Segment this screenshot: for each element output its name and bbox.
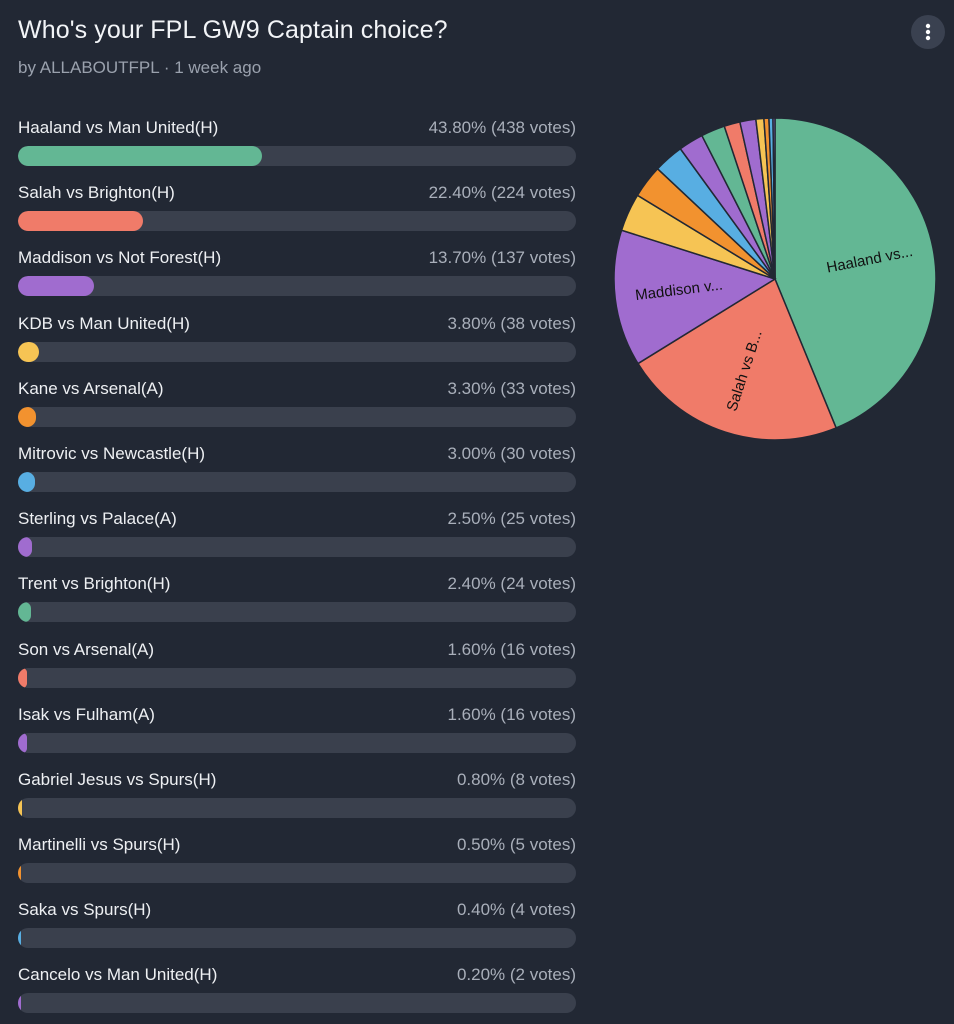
option-progress-track [18, 602, 576, 623]
option-progress-fill [18, 863, 21, 884]
option-progress-fill [18, 667, 27, 688]
option-progress-fill [18, 993, 21, 1014]
option-label: KDB vs Man United(H) [18, 313, 190, 333]
option-progress-fill [18, 602, 32, 623]
option-progress-track [18, 471, 576, 492]
option-progress-track [18, 341, 576, 362]
more-options-button[interactable] [911, 15, 945, 49]
option-header: Gabriel Jesus vs Spurs(H) 0.80% (8 votes) [18, 770, 576, 790]
poll-option[interactable]: Salah vs Brighton(H) 22.40% (224 votes) [18, 183, 576, 248]
option-header: Martinelli vs Spurs(H) 0.50% (5 votes) [18, 835, 576, 855]
option-result: 3.30% (33 votes) [447, 378, 576, 398]
option-result: 13.70% (137 votes) [428, 248, 576, 268]
option-label: Son vs Arsenal(A) [18, 639, 155, 659]
more-vertical-icon [925, 23, 931, 41]
option-progress-track [18, 797, 576, 818]
poll-options-list: Haaland vs Man United(H) 43.80% (438 vote… [18, 118, 576, 1024]
option-progress-track [18, 928, 576, 949]
poll-option[interactable]: Gabriel Jesus vs Spurs(H) 0.80% (8 votes) [18, 770, 576, 835]
option-progress-track [18, 732, 576, 753]
poll-option[interactable]: KDB vs Man United(H) 3.80% (38 votes) [18, 314, 576, 379]
option-label: Gabriel Jesus vs Spurs(H) [18, 769, 217, 789]
option-label: Kane vs Arsenal(A) [18, 378, 164, 398]
poll-option[interactable]: Maddison vs Not Forest(H) 13.70% (137 vot… [18, 248, 576, 313]
option-progress-track [18, 211, 576, 232]
option-label: Haaland vs Man United(H) [18, 118, 219, 137]
option-result: 22.40% (224 votes) [428, 183, 576, 203]
option-header: KDB vs Man United(H) 3.80% (38 votes) [18, 314, 576, 334]
option-result: 43.80% (438 votes) [428, 118, 576, 137]
pie-chart-svg: Haaland vs...Salah vs B...Maddison v... [613, 117, 937, 441]
poll-byline: by ALLABOUTFPL · 1 week ago [18, 58, 262, 77]
option-header: Mitrovic vs Newcastle(H) 3.00% (30 votes) [18, 444, 576, 464]
pie-slice [772, 117, 776, 280]
option-label: Sterling vs Palace(A) [18, 509, 177, 529]
poll-title: Who's your FPL GW9 Captain choice? [18, 16, 448, 44]
poll-option[interactable]: Haaland vs Man United(H) 43.80% (438 vote… [18, 118, 576, 183]
poll-option[interactable]: Martinelli vs Spurs(H) 0.50% (5 votes) [18, 835, 576, 900]
option-label: Cancelo vs Man United(H) [18, 965, 218, 985]
option-label: Martinelli vs Spurs(H) [18, 835, 181, 855]
option-progress-fill [18, 471, 35, 492]
poll-option[interactable]: Cancelo vs Man United(H) 0.20% (2 votes) [18, 965, 576, 1024]
option-progress-track [18, 863, 576, 884]
option-progress-fill [18, 928, 21, 949]
pie-slice [613, 229, 777, 365]
poll-option[interactable]: Mitrovic vs Newcastle(H) 3.00% (30 votes) [18, 444, 576, 509]
option-result: 2.50% (25 votes) [447, 509, 576, 529]
poll-option[interactable]: Trent vs Brighton(H) 2.40% (24 votes) [18, 574, 576, 639]
option-result: 3.00% (30 votes) [447, 443, 576, 463]
option-progress-track [18, 146, 576, 166]
option-progress-track [18, 667, 576, 688]
poll-option[interactable]: Kane vs Arsenal(A) 3.30% (33 votes) [18, 379, 576, 444]
pie-slice [636, 277, 838, 441]
option-header: Son vs Arsenal(A) 1.60% (16 votes) [18, 640, 576, 660]
pie-slice [774, 117, 937, 429]
option-result: 1.60% (16 votes) [447, 639, 576, 659]
option-result: 3.80% (38 votes) [447, 313, 576, 333]
option-label: Mitrovic vs Newcastle(H) [18, 443, 206, 463]
option-result: 0.20% (2 votes) [456, 965, 576, 985]
option-label: Maddison vs Not Forest(H) [18, 248, 222, 268]
option-label: Saka vs Spurs(H) [18, 900, 152, 920]
option-progress-track [18, 537, 576, 558]
option-progress-track [18, 406, 576, 427]
option-label: Trent vs Brighton(H) [18, 574, 171, 594]
option-header: Kane vs Arsenal(A) 3.30% (33 votes) [18, 379, 576, 399]
option-progress-fill [18, 146, 263, 166]
option-progress-fill [18, 537, 32, 558]
option-header: Haaland vs Man United(H) 43.80% (438 vote… [18, 118, 576, 138]
option-progress-fill [18, 797, 23, 818]
poll-option[interactable]: Son vs Arsenal(A) 1.60% (16 votes) [18, 640, 576, 705]
option-label: Isak vs Fulham(A) [18, 704, 155, 724]
option-header: Maddison vs Not Forest(H) 13.70% (137 vot… [18, 248, 576, 268]
poll-option[interactable]: Sterling vs Palace(A) 2.50% (25 votes) [18, 509, 576, 574]
option-header: Cancelo vs Man United(H) 0.20% (2 votes) [18, 965, 576, 985]
results-pie-chart: Haaland vs... Salah vs B... Maddison v... [610, 114, 940, 444]
option-result: 0.40% (4 votes) [456, 900, 576, 920]
option-progress-fill [18, 211, 143, 232]
option-header: Saka vs Spurs(H) 0.40% (4 votes) [18, 900, 576, 920]
option-progress-track [18, 276, 576, 297]
option-header: Isak vs Fulham(A) 1.60% (16 votes) [18, 705, 576, 725]
option-result: 1.60% (16 votes) [447, 704, 576, 724]
option-progress-fill [18, 276, 95, 297]
option-progress-fill [18, 732, 27, 753]
option-header: Salah vs Brighton(H) 22.40% (224 votes) [18, 183, 576, 203]
option-progress-fill [18, 341, 40, 362]
option-header: Trent vs Brighton(H) 2.40% (24 votes) [18, 574, 576, 594]
option-result: 0.50% (5 votes) [456, 835, 576, 855]
poll-option[interactable]: Saka vs Spurs(H) 0.40% (4 votes) [18, 900, 576, 965]
option-result: 2.40% (24 votes) [447, 574, 576, 594]
option-progress-track [18, 993, 576, 1014]
option-header: Sterling vs Palace(A) 2.50% (25 votes) [18, 509, 576, 529]
option-label: Salah vs Brighton(H) [18, 183, 175, 203]
option-result: 0.80% (8 votes) [456, 769, 576, 789]
option-progress-fill [18, 406, 37, 427]
poll-option[interactable]: Isak vs Fulham(A) 1.60% (16 votes) [18, 705, 576, 770]
